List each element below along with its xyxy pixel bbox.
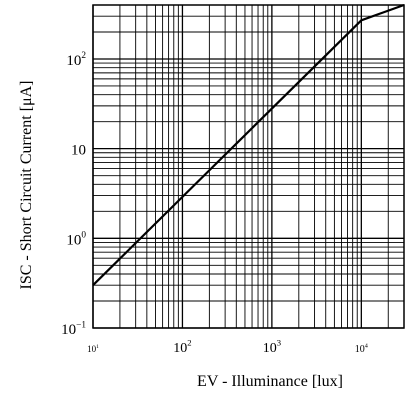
y-axis-label: ISC - Short Circuit Current [μA]	[18, 81, 35, 290]
tick-label: 10−1	[61, 320, 86, 338]
tick-label: 104	[355, 343, 368, 356]
tick-label: 103	[263, 338, 281, 356]
tick-label: 100	[66, 231, 86, 249]
tick-label: 10	[71, 143, 86, 159]
tick-label: 101	[87, 344, 99, 354]
tick-label: 102	[66, 51, 86, 69]
tick-label: 102	[173, 338, 191, 356]
grid	[93, 5, 404, 328]
tick-labels: 101 102 103 104 10−1 100 10 102	[61, 51, 368, 356]
x-axis-label: EV - Illuminance [lux]	[197, 373, 343, 390]
